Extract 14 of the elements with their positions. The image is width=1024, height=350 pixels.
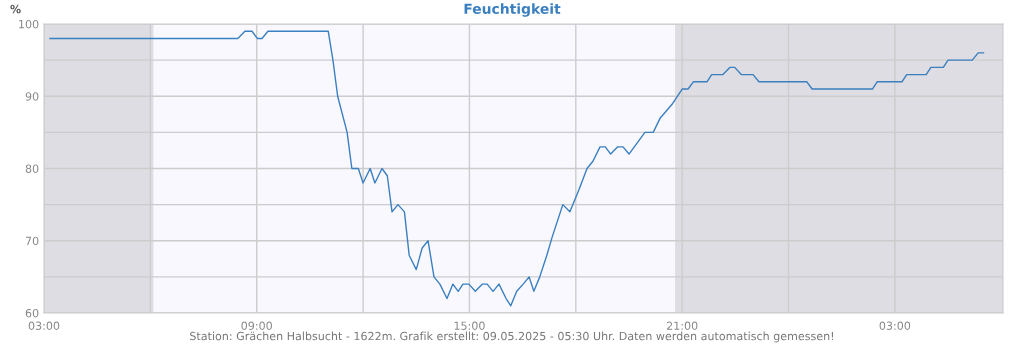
x-tick-label: 21:00 [666,321,698,330]
x-tick-label: 03:00 [28,321,60,330]
text: Station: Grächen Halbsucht - 1622m. Grafik erstellt: 09.05.2025 - 05:30 Uhr. Daten werden automatisch gemessen! [190,331,833,343]
y-tick-label: 80 [25,164,39,173]
x-tick-label: 09:00 [241,321,272,330]
chart-title: Feuchtigkeit [464,3,561,17]
y-tick-label: 100 [19,19,39,29]
y-axis-title: % [10,4,21,14]
y-tick-label: 60 [25,308,39,318]
x-tick-label: 15:00 [454,321,485,330]
x-tick-label: 03:00 [879,321,911,330]
y-tick-label: 90 [25,92,39,101]
line-series [49,30,985,307]
y-tick-label: 70 [25,236,39,246]
